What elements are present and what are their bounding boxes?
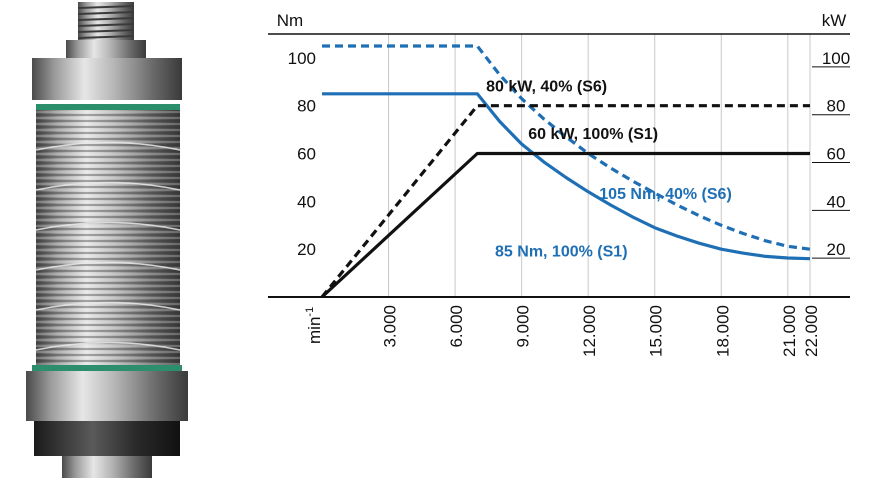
x-tick-label: 9.000: [514, 305, 533, 348]
series-labels: 80 kW, 40% (S6) 60 kW, 100% (S1) 105 Nm, 4…: [486, 78, 732, 260]
left-axis-unit: Nm: [277, 11, 303, 30]
series-label-4: 85 Nm, 100% (S1): [495, 243, 628, 260]
right-y-tick-label: 40: [827, 192, 846, 211]
series-label-2: 60 kW, 100% (S1): [528, 126, 658, 143]
left-y-tick-label: 20: [297, 240, 316, 259]
series-label-1: 80 kW, 40% (S6): [486, 78, 607, 95]
right-y-tick-label: 20: [827, 240, 846, 259]
series-line-1: [322, 44, 811, 251]
x-tick-label: 3.000: [381, 305, 400, 348]
series-line-4: [320, 151, 810, 299]
grid-lines: [388, 34, 811, 297]
motor-spindle-image: [26, 2, 188, 478]
x-tick-label: 12.000: [580, 305, 599, 357]
x-tick-label: 6.000: [447, 305, 466, 348]
x-tick-label: 22.000: [802, 305, 821, 357]
series-line-2: [322, 92, 811, 261]
series-line-3: [320, 104, 810, 299]
x-tick-label: 21.000: [780, 305, 799, 357]
left-y-tick-label: 80: [297, 97, 316, 116]
x-axis-unit-base: min: [305, 317, 324, 344]
left-y-tick-label: 40: [297, 192, 316, 211]
right-y-tick-label: 100: [822, 49, 850, 68]
left-y-tick-label: 60: [297, 145, 316, 164]
series-label-3: 105 Nm, 40% (S6): [599, 186, 732, 203]
right-y-tick-label: 80: [827, 97, 846, 116]
series-group: [320, 44, 811, 299]
x-tick-label: 15.000: [647, 305, 666, 357]
right-axis-unit: kW: [822, 11, 847, 30]
svg-text:min-1: min-1: [304, 307, 324, 344]
x-tick-label: 18.000: [713, 305, 732, 357]
right-y-tick-label: 60: [827, 145, 846, 164]
x-axis-unit: min-1: [304, 307, 324, 344]
left-y-tick-label: 100: [288, 49, 316, 68]
x-axis-unit-exponent: -1: [304, 307, 316, 317]
axes: 3.000 6.000 9.000 12.000 15.000 18.000 21.000 2…: [268, 33, 850, 357]
